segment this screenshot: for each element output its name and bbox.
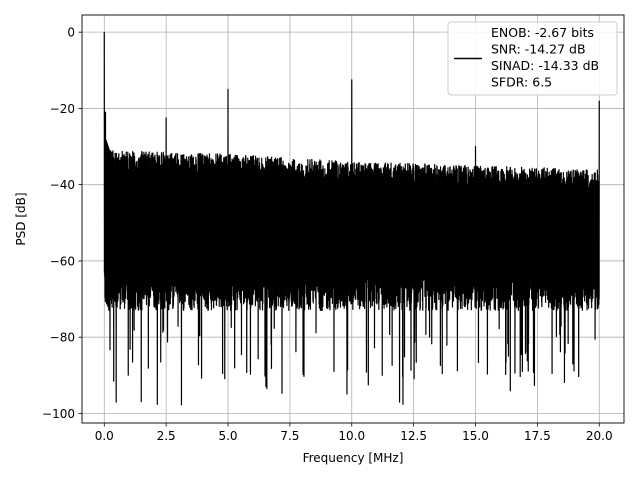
x-tick-label: 20.0 bbox=[586, 429, 613, 443]
y-tick-label: −80 bbox=[50, 331, 75, 345]
x-tick-label: 17.5 bbox=[524, 429, 551, 443]
x-tick-label: 2.5 bbox=[157, 429, 176, 443]
y-axis-label: PSD [dB] bbox=[14, 192, 28, 245]
legend-sfdr: SFDR: 6.5 bbox=[491, 75, 552, 90]
x-tick-label: 15.0 bbox=[462, 429, 489, 443]
y-tick-label: −20 bbox=[50, 102, 75, 116]
x-axis-ticks: 0.0 2.5 5.0 7.5 10.0 12.5 15.0 17.5 20.0 bbox=[95, 423, 613, 443]
legend-sinad: SINAD: -14.33 dB bbox=[491, 58, 599, 73]
x-axis-label: Frequency [MHz] bbox=[303, 451, 404, 465]
legend: ENOB: -2.67 bits SNR: -14.27 dB SINAD: -… bbox=[447, 21, 618, 96]
legend-snr: SNR: -14.27 dB bbox=[491, 42, 586, 57]
y-tick-label: −100 bbox=[42, 407, 75, 421]
x-tick-label: 10.0 bbox=[338, 429, 365, 443]
y-tick-label: −40 bbox=[50, 178, 75, 192]
y-tick-label: 0 bbox=[67, 26, 75, 40]
legend-enob: ENOB: -2.67 bits bbox=[491, 25, 594, 40]
y-tick-label: −60 bbox=[50, 254, 75, 268]
psd-series-line bbox=[103, 32, 600, 406]
x-tick-label: 0.0 bbox=[95, 429, 114, 443]
plot-frame bbox=[81, 14, 625, 424]
y-axis-ticks: 0 −20 −40 −60 −80 −100 bbox=[42, 26, 82, 421]
x-tick-label: 7.5 bbox=[280, 429, 299, 443]
legend-box bbox=[447, 21, 618, 96]
x-tick-label: 5.0 bbox=[218, 429, 237, 443]
x-tick-label: 12.5 bbox=[400, 429, 427, 443]
